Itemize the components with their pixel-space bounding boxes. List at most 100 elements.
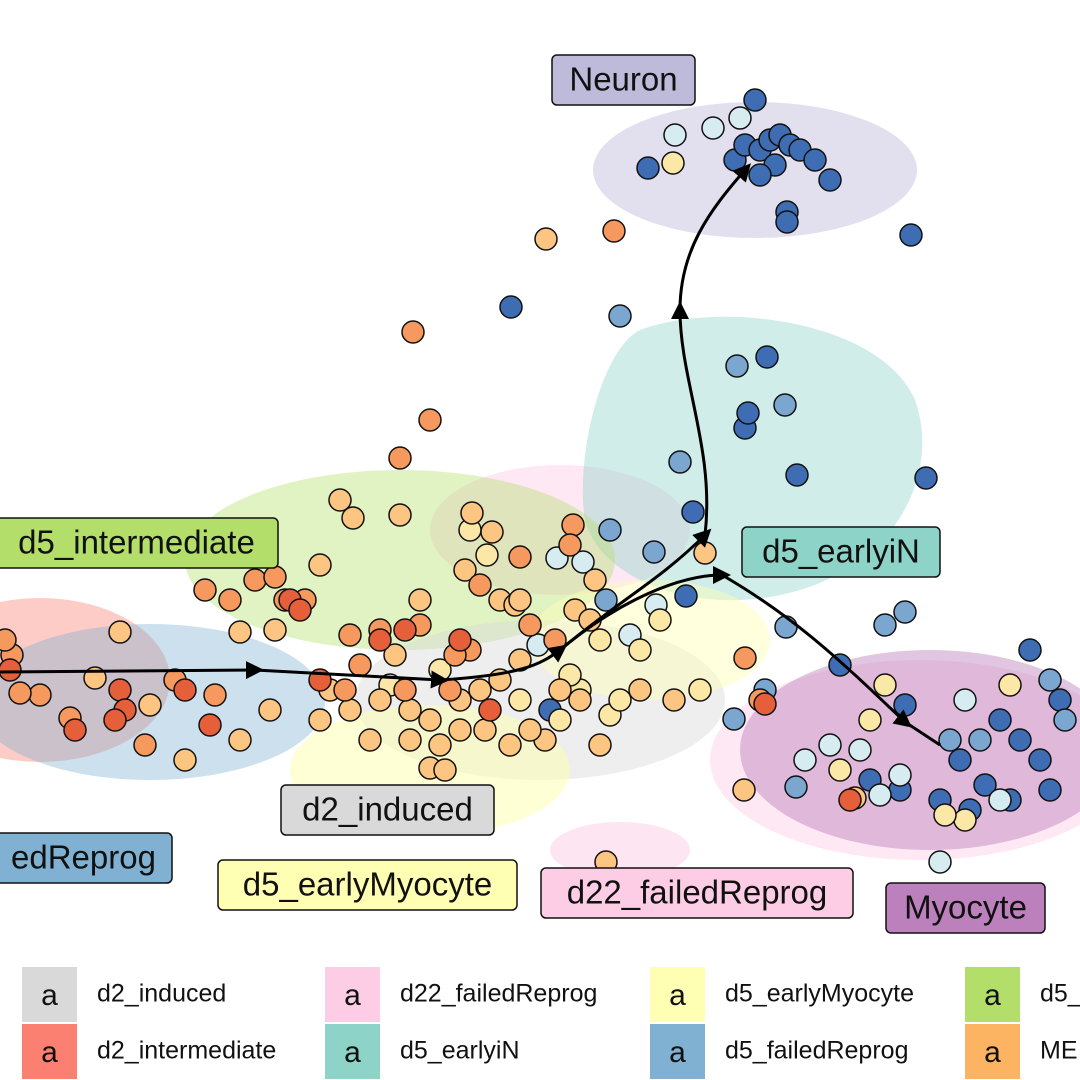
label-box xyxy=(280,784,495,836)
point xyxy=(588,628,612,652)
point xyxy=(775,210,799,234)
point xyxy=(953,688,977,712)
legend-key: a xyxy=(41,979,58,1012)
trajectory xyxy=(0,163,941,747)
point xyxy=(561,513,585,537)
point xyxy=(448,628,472,652)
point xyxy=(755,345,779,369)
point xyxy=(453,558,477,582)
point xyxy=(28,683,52,707)
point xyxy=(475,543,499,567)
point xyxy=(938,728,962,752)
point xyxy=(468,573,492,597)
point xyxy=(571,550,595,574)
point xyxy=(803,148,827,172)
point xyxy=(736,401,760,425)
point xyxy=(598,518,622,542)
point xyxy=(548,678,572,702)
point xyxy=(534,227,558,251)
point xyxy=(393,678,417,702)
point xyxy=(1048,688,1072,712)
point xyxy=(681,500,705,524)
point xyxy=(828,653,852,677)
point xyxy=(448,718,472,742)
legend-key: a xyxy=(984,1036,1001,1069)
point xyxy=(733,646,757,670)
legend-label: d22_failedReprog xyxy=(400,980,597,1008)
point xyxy=(383,643,407,667)
legend-label: d5_earlyMyocyte xyxy=(725,980,914,1008)
point xyxy=(1018,638,1042,662)
point xyxy=(198,713,222,737)
point xyxy=(433,758,457,782)
point xyxy=(63,718,87,742)
point xyxy=(0,628,17,652)
point xyxy=(663,123,687,147)
point xyxy=(468,678,492,702)
point xyxy=(308,553,332,577)
point xyxy=(508,545,532,569)
point xyxy=(348,653,372,677)
point xyxy=(358,728,382,752)
legend-label: d5_earlyiN xyxy=(400,1037,520,1065)
point xyxy=(818,168,842,192)
point xyxy=(8,681,32,705)
point xyxy=(628,638,652,662)
legend-key: a xyxy=(984,979,1001,1012)
point xyxy=(914,466,938,490)
legend-swatch xyxy=(325,967,380,1022)
point xyxy=(398,698,422,722)
point xyxy=(368,688,392,712)
legend-swatch xyxy=(22,1024,77,1079)
point xyxy=(173,748,197,772)
trajectory-segment xyxy=(671,301,709,536)
point xyxy=(722,707,746,731)
point xyxy=(228,728,252,752)
point xyxy=(888,763,912,787)
point xyxy=(785,463,809,487)
label-text: d5_intermediate xyxy=(18,524,255,561)
point xyxy=(388,446,412,470)
trajectory-segment xyxy=(0,661,264,680)
point xyxy=(693,541,717,565)
label-text: d22_failedReprog xyxy=(567,874,828,911)
legend-swatch xyxy=(22,967,77,1022)
legend-label: d2_induced xyxy=(97,980,226,1008)
point xyxy=(498,733,522,757)
point xyxy=(218,588,242,612)
point xyxy=(428,733,452,757)
cluster-labels: Neuron d5_intermediate d5_earlyiN d2_induce… xyxy=(0,54,1046,934)
point xyxy=(508,688,532,712)
point xyxy=(608,688,632,712)
point xyxy=(103,708,127,732)
legend-key: a xyxy=(344,1036,361,1069)
point xyxy=(1053,708,1077,732)
point xyxy=(674,584,698,608)
legend-label: d5_failedReprog xyxy=(725,1037,908,1065)
trajectory-segment xyxy=(678,163,751,311)
label-box xyxy=(540,867,854,919)
legend-swatch xyxy=(965,1024,1020,1079)
legend-label: d5_ xyxy=(1040,980,1080,1008)
point xyxy=(288,598,312,622)
point xyxy=(480,520,504,544)
point xyxy=(661,151,685,175)
point xyxy=(508,648,532,672)
legend-swatch xyxy=(325,1024,380,1079)
point xyxy=(594,588,618,612)
points xyxy=(0,88,1077,874)
point xyxy=(868,783,892,807)
point xyxy=(818,733,842,757)
point xyxy=(725,354,749,378)
point xyxy=(138,693,162,717)
label-text: Neuron xyxy=(569,61,677,98)
point xyxy=(418,408,442,432)
point xyxy=(793,748,817,772)
point xyxy=(973,773,997,797)
point xyxy=(518,718,542,742)
point xyxy=(608,304,632,328)
point xyxy=(642,540,666,564)
point xyxy=(773,393,797,417)
point xyxy=(743,88,767,112)
